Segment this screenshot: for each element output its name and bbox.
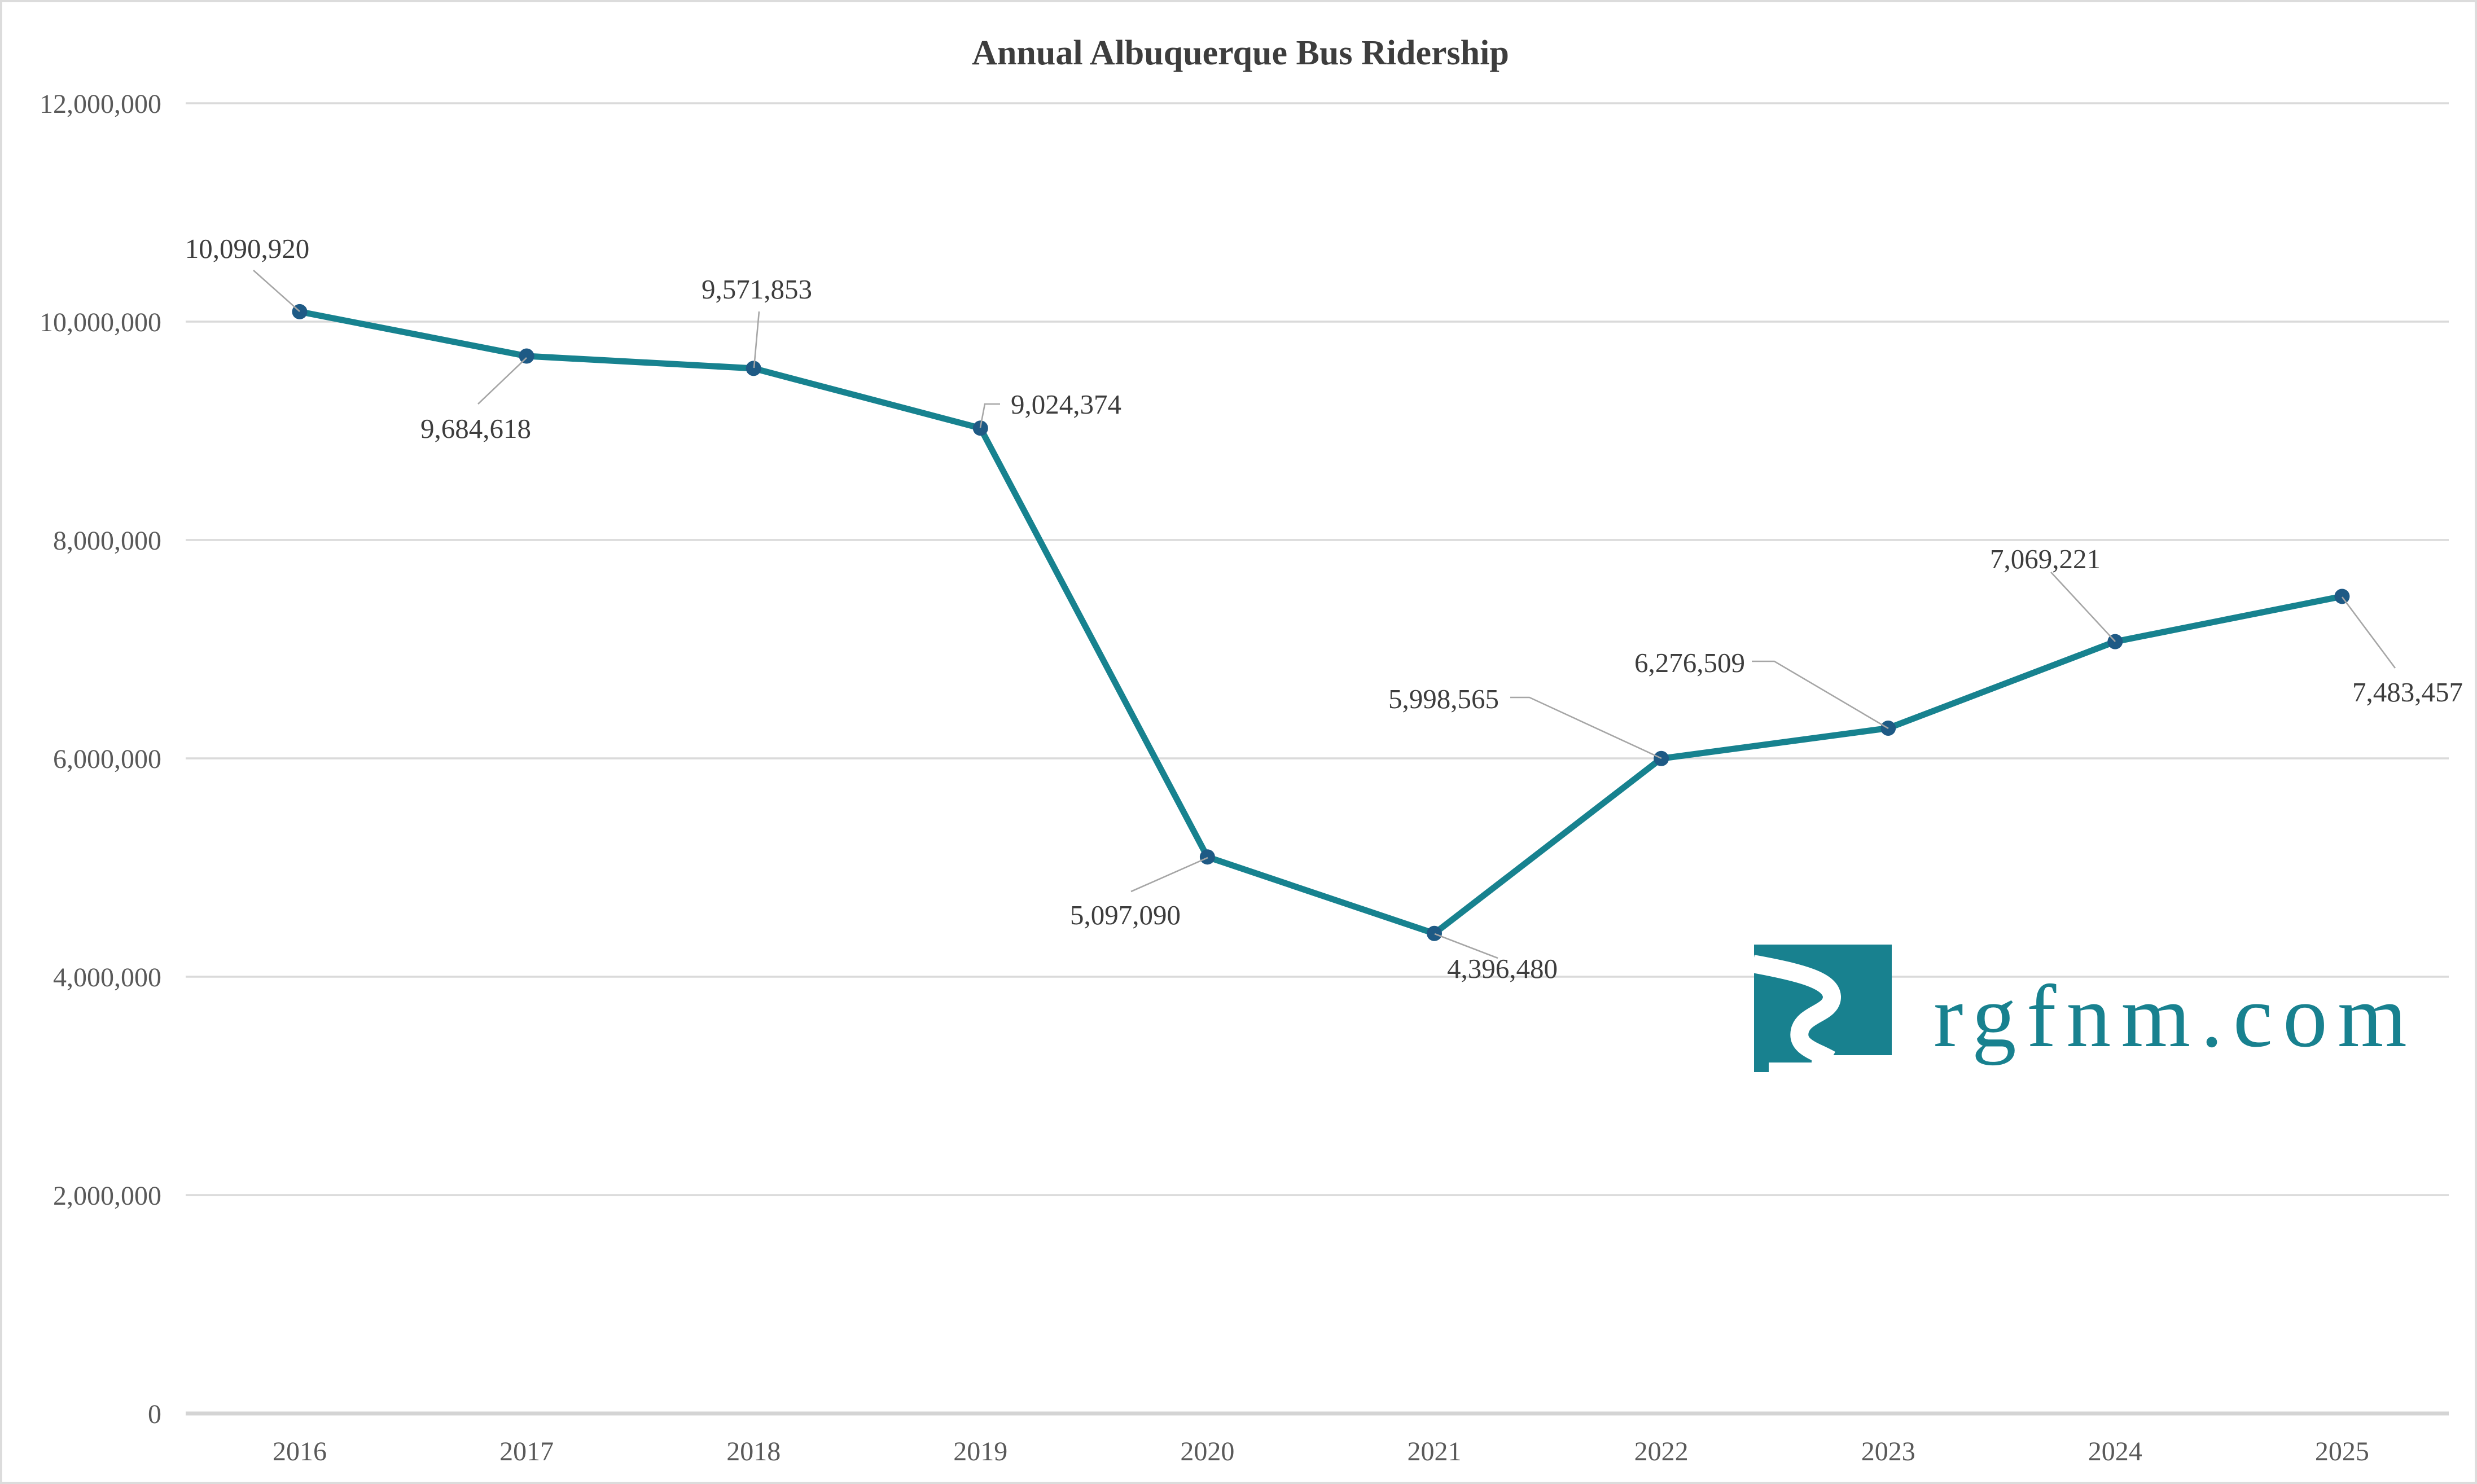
- leader-line-2017: [477, 357, 527, 405]
- leader-line-2019: [979, 403, 1000, 428]
- x-tick-label: 2018: [726, 1437, 781, 1467]
- x-tick-label: 2019: [953, 1437, 1007, 1467]
- data-label-2023: 6,276,509: [1634, 647, 1745, 678]
- data-point-2021: [1427, 925, 1442, 941]
- data-points: [292, 304, 2350, 941]
- data-label-2016: 10,090,920: [185, 233, 310, 264]
- data-label-2025: 7,483,457: [2352, 677, 2463, 708]
- y-tick-label: 12,000,000: [40, 89, 161, 119]
- leader-line-2016: [253, 270, 300, 312]
- rgfnm-logo: [1751, 945, 1892, 1072]
- chart-title: Annual Albuquerque Bus Ridership: [972, 34, 1509, 72]
- y-tick-label: 2,000,000: [53, 1181, 161, 1211]
- leader-line-2022: [1510, 696, 1662, 759]
- x-tick-label: 2021: [1408, 1437, 1462, 1467]
- y-tick-label: 8,000,000: [53, 526, 161, 556]
- rio-grande-river-icon: [1751, 955, 1841, 1068]
- data-label-2019: 9,024,374: [1011, 389, 1121, 420]
- y-tick-label: 6,000,000: [53, 744, 161, 774]
- data-label-2021: 4,396,480: [1447, 953, 1558, 984]
- y-tick-label: 0: [148, 1399, 161, 1429]
- data-point-2018: [746, 361, 761, 376]
- leader-line-2024: [2050, 572, 2116, 642]
- data-point-2019: [972, 420, 988, 436]
- x-tick-label: 2020: [1180, 1437, 1234, 1467]
- y-tick-label: 4,000,000: [53, 963, 161, 993]
- data-point-2025: [2334, 589, 2350, 604]
- x-tick-label: 2024: [2088, 1437, 2142, 1467]
- data-label-2017: 9,684,618: [420, 413, 531, 444]
- data-labels: 10,090,920 9,684,618 9,571,853 9,024,374 5,0…: [185, 233, 2463, 984]
- data-point-2017: [519, 348, 534, 364]
- gridlines: [186, 102, 2449, 1416]
- leader-line-2018: [753, 311, 760, 368]
- x-tick-label: 2025: [2315, 1437, 2369, 1467]
- data-label-2022: 5,998,565: [1388, 683, 1499, 714]
- leader-line-2020: [1130, 857, 1208, 893]
- x-tick-label: 2017: [499, 1437, 554, 1467]
- watermark-text: rgfnm.com: [1934, 967, 2417, 1066]
- leader-line-2025: [2341, 596, 2396, 669]
- leader-line-2021: [1434, 933, 1498, 959]
- x-tick-label: 2022: [1634, 1437, 1689, 1467]
- leader-line-2023: [1752, 660, 1889, 730]
- data-line: [299, 309, 2343, 937]
- x-tick-label: 2023: [1861, 1437, 1915, 1467]
- leader-lines: [253, 270, 2396, 959]
- y-tick-label: 10,000,000: [40, 308, 161, 337]
- x-axis-labels: 2016 2017 2018 2019 2020 2021 2022 2023 2024 2025: [273, 1437, 2369, 1467]
- data-label-2024: 7,069,221: [1990, 543, 2101, 574]
- data-point-2020: [1199, 849, 1215, 865]
- x-tick-label: 2016: [273, 1437, 327, 1467]
- y-axis-labels: 12,000,000 10,000,000 8,000,000 6,000,000 4,…: [40, 89, 161, 1429]
- data-label-2020: 5,097,090: [1070, 899, 1181, 930]
- ridership-line: [299, 309, 2343, 937]
- data-label-2018: 9,571,853: [702, 274, 812, 305]
